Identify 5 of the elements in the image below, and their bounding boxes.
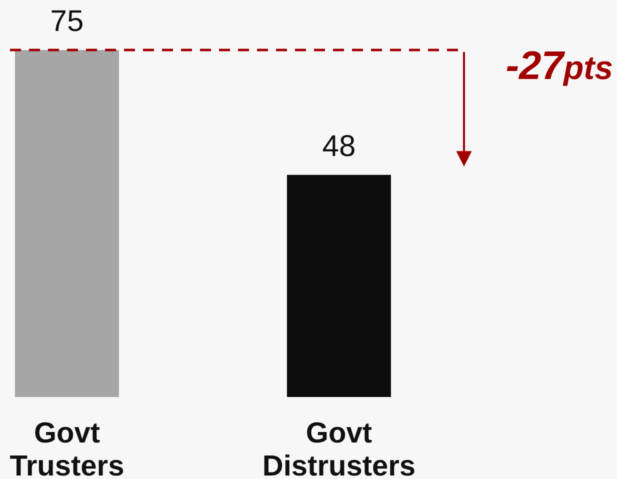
text: -27pts bbox=[506, 44, 613, 88]
x-tick-label: Govt Trusters bbox=[10, 418, 124, 479]
data-label: 48 bbox=[322, 130, 356, 163]
x-tick-label: Govt Distrusters bbox=[262, 418, 416, 479]
data-label: 75 bbox=[50, 5, 84, 38]
